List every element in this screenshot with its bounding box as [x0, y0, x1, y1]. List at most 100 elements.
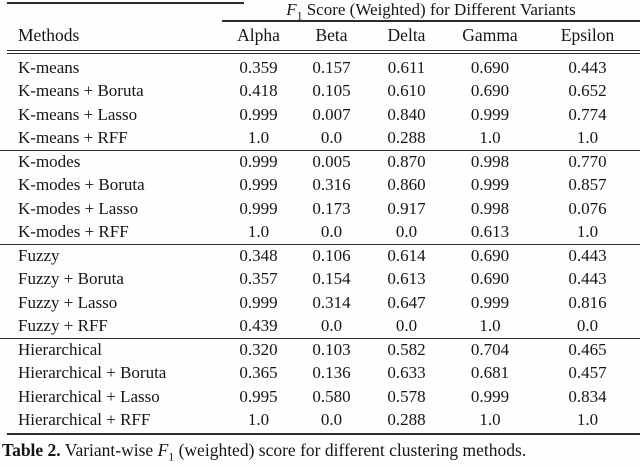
value-cell: 0.005: [312, 152, 351, 172]
method-cell: K-means + RFF: [18, 128, 128, 148]
value-cell: 0.999: [470, 104, 510, 124]
span-header-row: F1 Score (Weighted) for Different Varian…: [0, 0, 640, 22]
method-cell: K-modes + Boruta: [18, 175, 145, 195]
value-cell: 0.690: [470, 269, 510, 289]
value-cell: 1.0: [479, 410, 501, 430]
value-cell: 0.0: [320, 410, 343, 430]
value-cell: 0.840: [387, 104, 426, 124]
value-cell: 0.681: [470, 363, 510, 383]
value-cell: 0.106: [312, 246, 351, 266]
value-cell: 0.647: [387, 292, 426, 312]
value-cell: 0.365: [239, 363, 278, 383]
table-row: Fuzzy + Lasso 0.999 0.314 0.647 0.999 0.816: [0, 291, 640, 315]
table-body: K-means 0.359 0.157 0.611 0.690 0.443 K-means …: [0, 56, 640, 432]
value-cell: 0.652: [568, 81, 607, 101]
caption-f1-symbol: F: [157, 440, 169, 460]
value-cell: 0.136: [312, 363, 351, 383]
value-cell: 0.076: [568, 198, 607, 218]
method-cell: Fuzzy + RFF: [18, 316, 108, 336]
value-cell: 1.0: [479, 316, 501, 336]
value-cell: 0.007: [312, 104, 351, 124]
col-header-methods: Methods: [18, 24, 80, 45]
value-cell: 0.999: [239, 152, 278, 172]
col-header-delta: Delta: [387, 24, 426, 45]
value-cell: 0.457: [568, 363, 607, 383]
value-cell: 0.0: [320, 222, 343, 242]
table-row: Fuzzy 0.348 0.106 0.614 0.690 0.443: [0, 244, 640, 268]
value-cell: 1.0: [247, 410, 270, 430]
value-cell: 0.999: [239, 292, 278, 312]
table-row: K-means + Boruta 0.418 0.105 0.610 0.690 0.65…: [0, 80, 640, 104]
value-cell: 0.995: [239, 386, 278, 406]
value-cell: 0.614: [387, 246, 426, 266]
value-cell: 0.0: [320, 128, 343, 148]
value-cell: 0.611: [387, 57, 426, 77]
method-cell: K-means + Boruta: [18, 81, 144, 101]
value-cell: 0.443: [568, 269, 607, 289]
value-cell: 1.0: [576, 410, 599, 430]
value-cell: 0.857: [568, 175, 607, 195]
value-cell: 0.314: [312, 292, 351, 312]
value-cell: 0.443: [568, 246, 607, 266]
value-cell: 0.103: [312, 340, 351, 360]
caption-f1-subscript: 1: [168, 449, 175, 464]
method-cell: Hierarchical: [18, 340, 102, 360]
col-header-alpha: Alpha: [237, 24, 280, 45]
col-header-epsilon: Epsilon: [560, 24, 615, 45]
value-cell: 0.860: [387, 175, 426, 195]
value-cell: 0.870: [387, 152, 426, 172]
value-cell: 0.580: [312, 386, 351, 406]
table-row: Hierarchical 0.320 0.103 0.582 0.704 0.465: [0, 338, 640, 362]
table-row: K-means + RFF 1.0 0.0 0.288 1.0 1.0: [0, 127, 640, 151]
method-cell: K-modes + Lasso: [18, 198, 139, 218]
value-cell: 1.0: [479, 128, 501, 148]
value-cell: 0.774: [568, 104, 607, 124]
col-header-beta: Beta: [315, 24, 348, 45]
table-row: Hierarchical + Lasso 0.995 0.580 0.578 0.999…: [0, 385, 640, 409]
value-cell: 1.0: [576, 222, 599, 242]
f1-symbol: F: [286, 0, 297, 19]
value-cell: 0.690: [470, 246, 510, 266]
caption-text-before: Variant-wise: [60, 440, 158, 460]
table-row: K-means + Lasso 0.999 0.007 0.840 0.999 0.774: [0, 103, 640, 127]
value-cell: 0.348: [239, 246, 278, 266]
span-header-text: Score (Weighted) for Different Variants: [302, 0, 576, 19]
value-cell: 0.999: [470, 386, 510, 406]
span-header-underline: [222, 20, 640, 22]
value-cell: 0.105: [312, 81, 351, 101]
value-cell: 0.288: [387, 128, 426, 148]
value-cell: 0.998: [470, 152, 510, 172]
col-header-gamma: Gamma: [462, 24, 518, 45]
span-header-title: F1 Score (Weighted) for Different Varian…: [222, 0, 640, 22]
value-cell: 0.357: [239, 269, 278, 289]
value-cell: 0.0: [576, 316, 599, 336]
table-row: K-means 0.359 0.157 0.611 0.690 0.443: [0, 56, 640, 80]
top-rule: [7, 2, 244, 4]
table-caption: Table 2. Variant-wise F1 (weighted) scor…: [0, 440, 640, 464]
value-cell: 0.154: [312, 269, 351, 289]
value-cell: 0.613: [387, 269, 426, 289]
value-cell: 0.316: [312, 175, 351, 195]
table-row: Fuzzy + Boruta 0.357 0.154 0.613 0.690 0.443: [0, 268, 640, 292]
value-cell: 0.999: [239, 104, 278, 124]
method-cell: Hierarchical + Lasso: [18, 386, 160, 406]
value-cell: 0.999: [470, 292, 510, 312]
value-cell: 0.288: [387, 410, 426, 430]
bottom-rule: [7, 433, 640, 435]
value-cell: 0.770: [568, 152, 607, 172]
value-cell: 1.0: [247, 128, 270, 148]
value-cell: 0.359: [239, 57, 278, 77]
value-cell: 0.633: [387, 363, 426, 383]
header-double-rule: [7, 50, 640, 54]
method-cell: Hierarchical + RFF: [18, 410, 151, 430]
table-row: Hierarchical + Boruta 0.365 0.136 0.633 0.68…: [0, 362, 640, 386]
value-cell: 0.816: [568, 292, 607, 312]
value-cell: 0.439: [239, 316, 278, 336]
method-cell: Fuzzy + Boruta: [18, 269, 124, 289]
table-row: Hierarchical + RFF 1.0 0.0 0.288 1.0 1.0: [0, 409, 640, 433]
value-cell: 0.610: [387, 81, 426, 101]
table-row: K-modes + Lasso 0.999 0.173 0.917 0.998 0.076: [0, 197, 640, 221]
value-cell: 0.465: [568, 340, 607, 360]
value-cell: 1.0: [247, 222, 270, 242]
